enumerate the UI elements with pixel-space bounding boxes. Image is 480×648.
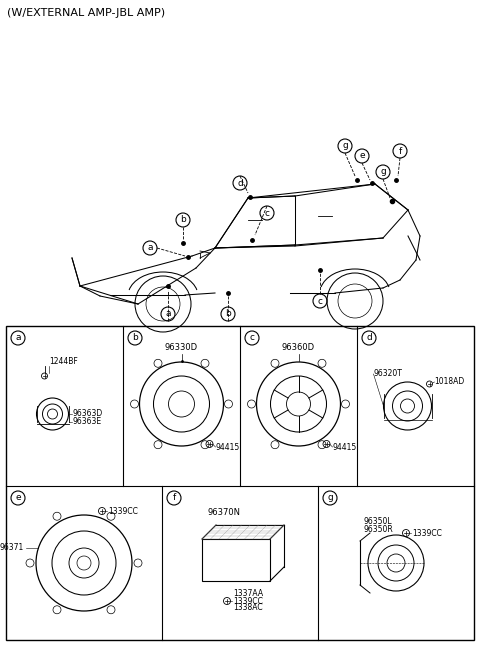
Text: f: f <box>398 146 402 156</box>
Text: 1339CC: 1339CC <box>233 597 263 605</box>
Bar <box>202 539 270 581</box>
Text: 1018AD: 1018AD <box>434 378 465 386</box>
Text: (W/EXTERNAL AMP-JBL AMP): (W/EXTERNAL AMP-JBL AMP) <box>7 8 165 18</box>
Text: b: b <box>225 310 231 319</box>
Text: 96370N: 96370N <box>207 508 240 517</box>
Text: b: b <box>132 334 138 343</box>
Text: 1339CC: 1339CC <box>412 529 442 537</box>
Text: e: e <box>15 494 21 502</box>
Text: c: c <box>264 209 269 218</box>
Text: a: a <box>165 310 171 319</box>
Text: f: f <box>172 494 176 502</box>
Text: 96330D: 96330D <box>165 343 198 352</box>
Text: c: c <box>317 297 323 305</box>
Text: b: b <box>180 216 186 224</box>
Text: 1339CC: 1339CC <box>108 507 138 516</box>
Text: 96371: 96371 <box>0 544 24 553</box>
Text: 94415: 94415 <box>216 443 240 452</box>
Text: 96363E: 96363E <box>72 417 102 426</box>
Text: c: c <box>250 334 254 343</box>
Text: d: d <box>237 178 243 187</box>
Text: g: g <box>380 167 386 176</box>
Text: e: e <box>359 152 365 161</box>
Text: a: a <box>147 244 153 253</box>
Text: g: g <box>327 494 333 502</box>
Text: 96350R: 96350R <box>363 524 393 533</box>
Text: a: a <box>15 334 21 343</box>
Text: d: d <box>366 334 372 343</box>
Text: 96320T: 96320T <box>373 369 402 378</box>
Bar <box>6 326 474 640</box>
Text: 1338AC: 1338AC <box>233 603 263 612</box>
Text: g: g <box>342 141 348 150</box>
Text: 1244BF: 1244BF <box>49 357 78 366</box>
Text: 96360D: 96360D <box>282 343 315 352</box>
Text: 1337AA: 1337AA <box>233 590 263 599</box>
Text: 96363D: 96363D <box>72 410 103 419</box>
Text: 96350L: 96350L <box>363 516 392 526</box>
Text: 94415: 94415 <box>333 443 357 452</box>
